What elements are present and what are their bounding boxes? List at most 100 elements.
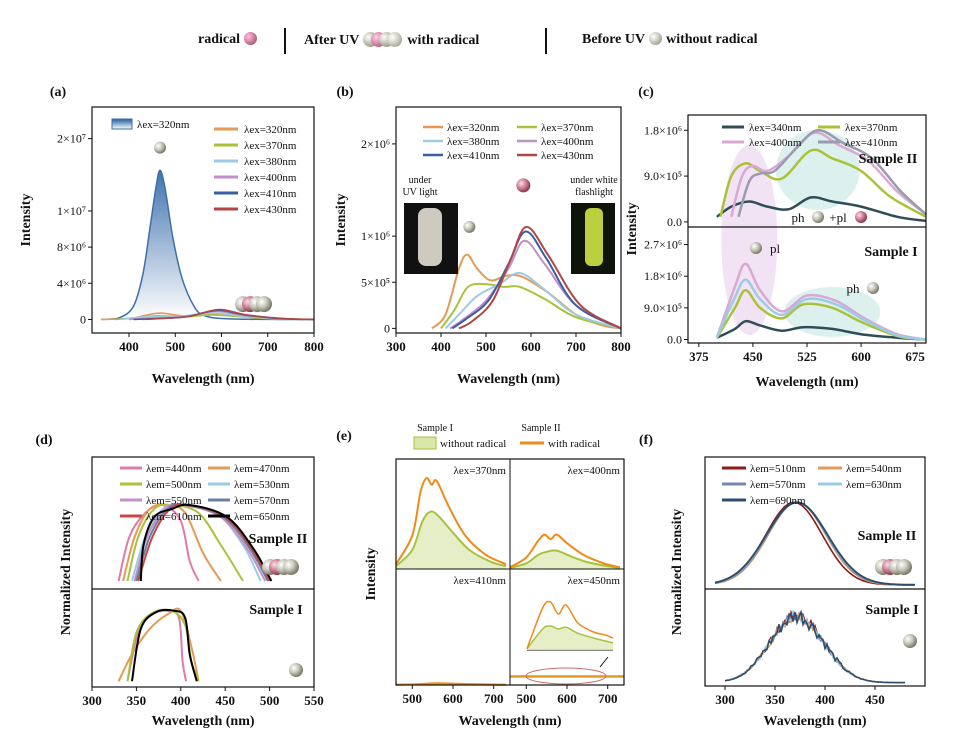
- series-line: [715, 278, 927, 341]
- x-tick-label: 700: [566, 339, 586, 354]
- series-line: [724, 609, 905, 684]
- series-line: [724, 609, 905, 684]
- neutral-orb-icon: [750, 242, 762, 254]
- x-tick-label: 525: [797, 349, 817, 364]
- white-vial: [585, 208, 603, 266]
- x-tick-label: 300: [82, 693, 102, 708]
- series-line: [724, 609, 905, 684]
- plot-frame: [91, 106, 315, 334]
- legend-swatch: [413, 436, 437, 450]
- annotation: ph: [847, 281, 861, 296]
- y-axis-label: Intensity: [364, 548, 379, 601]
- inset-caption: under white: [570, 175, 618, 186]
- legend-label: λex=380nm: [244, 156, 297, 168]
- legend-label: λex=320nm: [244, 124, 297, 136]
- plot-frame: [395, 106, 622, 334]
- legend-label: Sample II: [521, 423, 560, 434]
- legend-label: λex=320nm: [137, 119, 190, 131]
- legend-label: with radical: [548, 438, 600, 450]
- x-axis-label: Wavelength (nm): [457, 372, 560, 387]
- legend-label: λem=690nm: [750, 495, 806, 507]
- neutral-orb-icon: [903, 634, 917, 648]
- inset-line-i: [526, 625, 614, 650]
- orb-body: [855, 211, 867, 223]
- x-tick-label: 600: [212, 339, 232, 354]
- legend-label: without radical: [440, 438, 506, 450]
- zoom-ellipse: [525, 667, 607, 685]
- annotation: pl: [770, 241, 781, 256]
- series-line: [737, 129, 927, 218]
- inset-caption: UV light: [402, 187, 437, 198]
- legend-label: λex=430nm: [541, 150, 594, 162]
- subplot-title: Sample II: [858, 529, 917, 544]
- subplot-title: λex=410nm: [454, 575, 507, 587]
- y-tick-label: 1.8×10⁶: [644, 123, 682, 137]
- x-tick-label: 400: [815, 692, 835, 707]
- area-sample-i: [510, 550, 620, 569]
- legend-label: λem=570nm: [750, 479, 806, 491]
- legend-label: λex=370nm: [244, 140, 297, 152]
- x-tick-label: 700: [598, 691, 618, 706]
- x-tick-label: 550: [304, 693, 324, 708]
- x-tick-label: 600: [851, 349, 871, 364]
- x-tick-label: 600: [443, 691, 463, 706]
- y-tick-label: 0: [384, 321, 390, 335]
- legend-label: λem=470nm: [234, 463, 290, 475]
- annotation: ph: [792, 210, 806, 225]
- x-tick-label: 450: [865, 692, 885, 707]
- x-axis-label: Wavelength (nm): [755, 375, 858, 390]
- y-tick-label: 2.7×10⁶: [644, 238, 682, 252]
- series-line: [131, 609, 198, 682]
- x-tick-label: 300: [715, 692, 735, 707]
- plot-frame: [91, 456, 315, 688]
- x-tick-label: 450: [743, 349, 763, 364]
- top-legend: radical After UV with radical Before UV wi…: [0, 28, 960, 54]
- radical-orb-icon: [516, 178, 531, 193]
- x-tick-label: 500: [260, 693, 280, 708]
- orb-body: [516, 178, 531, 193]
- line-sample-i: [509, 549, 621, 569]
- x-axis-label: Wavelength (nm): [763, 714, 866, 729]
- y-tick-label: 9.0×10⁵: [644, 169, 682, 183]
- filled-peak: [101, 170, 314, 320]
- series-line: [444, 271, 622, 330]
- orb-body: [896, 559, 912, 575]
- legend-swatch: [111, 118, 133, 130]
- x-tick-label: 300: [386, 339, 406, 354]
- legend-label: λex=410nm: [244, 188, 297, 200]
- area-sample-i: [396, 511, 506, 569]
- orb-cluster-icon: [256, 296, 272, 313]
- neutral-orb-icon: [463, 220, 476, 233]
- y-tick-label: 0.0: [667, 215, 682, 229]
- subplot-title: λex=400nm: [568, 465, 621, 477]
- radical-orb-icon: [244, 32, 257, 45]
- legend-label: λem=500nm: [146, 479, 202, 491]
- panel-label: (f): [639, 433, 653, 448]
- legend-label: λem=530nm: [234, 479, 290, 491]
- x-tick-label: 400: [431, 339, 451, 354]
- legend-label: λem=550nm: [146, 495, 202, 507]
- legend-label: λex=380nm: [447, 136, 500, 148]
- legend-divider: [545, 28, 547, 54]
- legend-divider: [284, 28, 286, 54]
- y-axis-label: Intensity: [334, 194, 349, 247]
- inset-caption: under: [409, 175, 432, 186]
- x-axis-label: Wavelength (nm): [151, 714, 254, 729]
- x-tick-label: 400: [171, 693, 191, 708]
- series-line: [139, 503, 273, 582]
- x-tick-label: 675: [905, 349, 925, 364]
- x-tick-label: 500: [166, 339, 186, 354]
- legend-label: λem=650nm: [234, 511, 290, 523]
- subplot-title: Sample II: [249, 532, 308, 547]
- panel-label: (b): [336, 85, 353, 100]
- y-tick-label: 9.0×10⁵: [644, 301, 682, 315]
- orb-cluster-icon: [896, 559, 912, 575]
- series-line: [716, 195, 927, 223]
- series-line: [440, 282, 622, 330]
- legend-after-uv: After UV with radical: [304, 32, 480, 48]
- x-tick-label: 700: [484, 691, 504, 706]
- legend-before-uv: Before UV without radical: [582, 32, 758, 47]
- legend-label: λem=540nm: [846, 463, 902, 475]
- x-tick-label: 800: [611, 339, 631, 354]
